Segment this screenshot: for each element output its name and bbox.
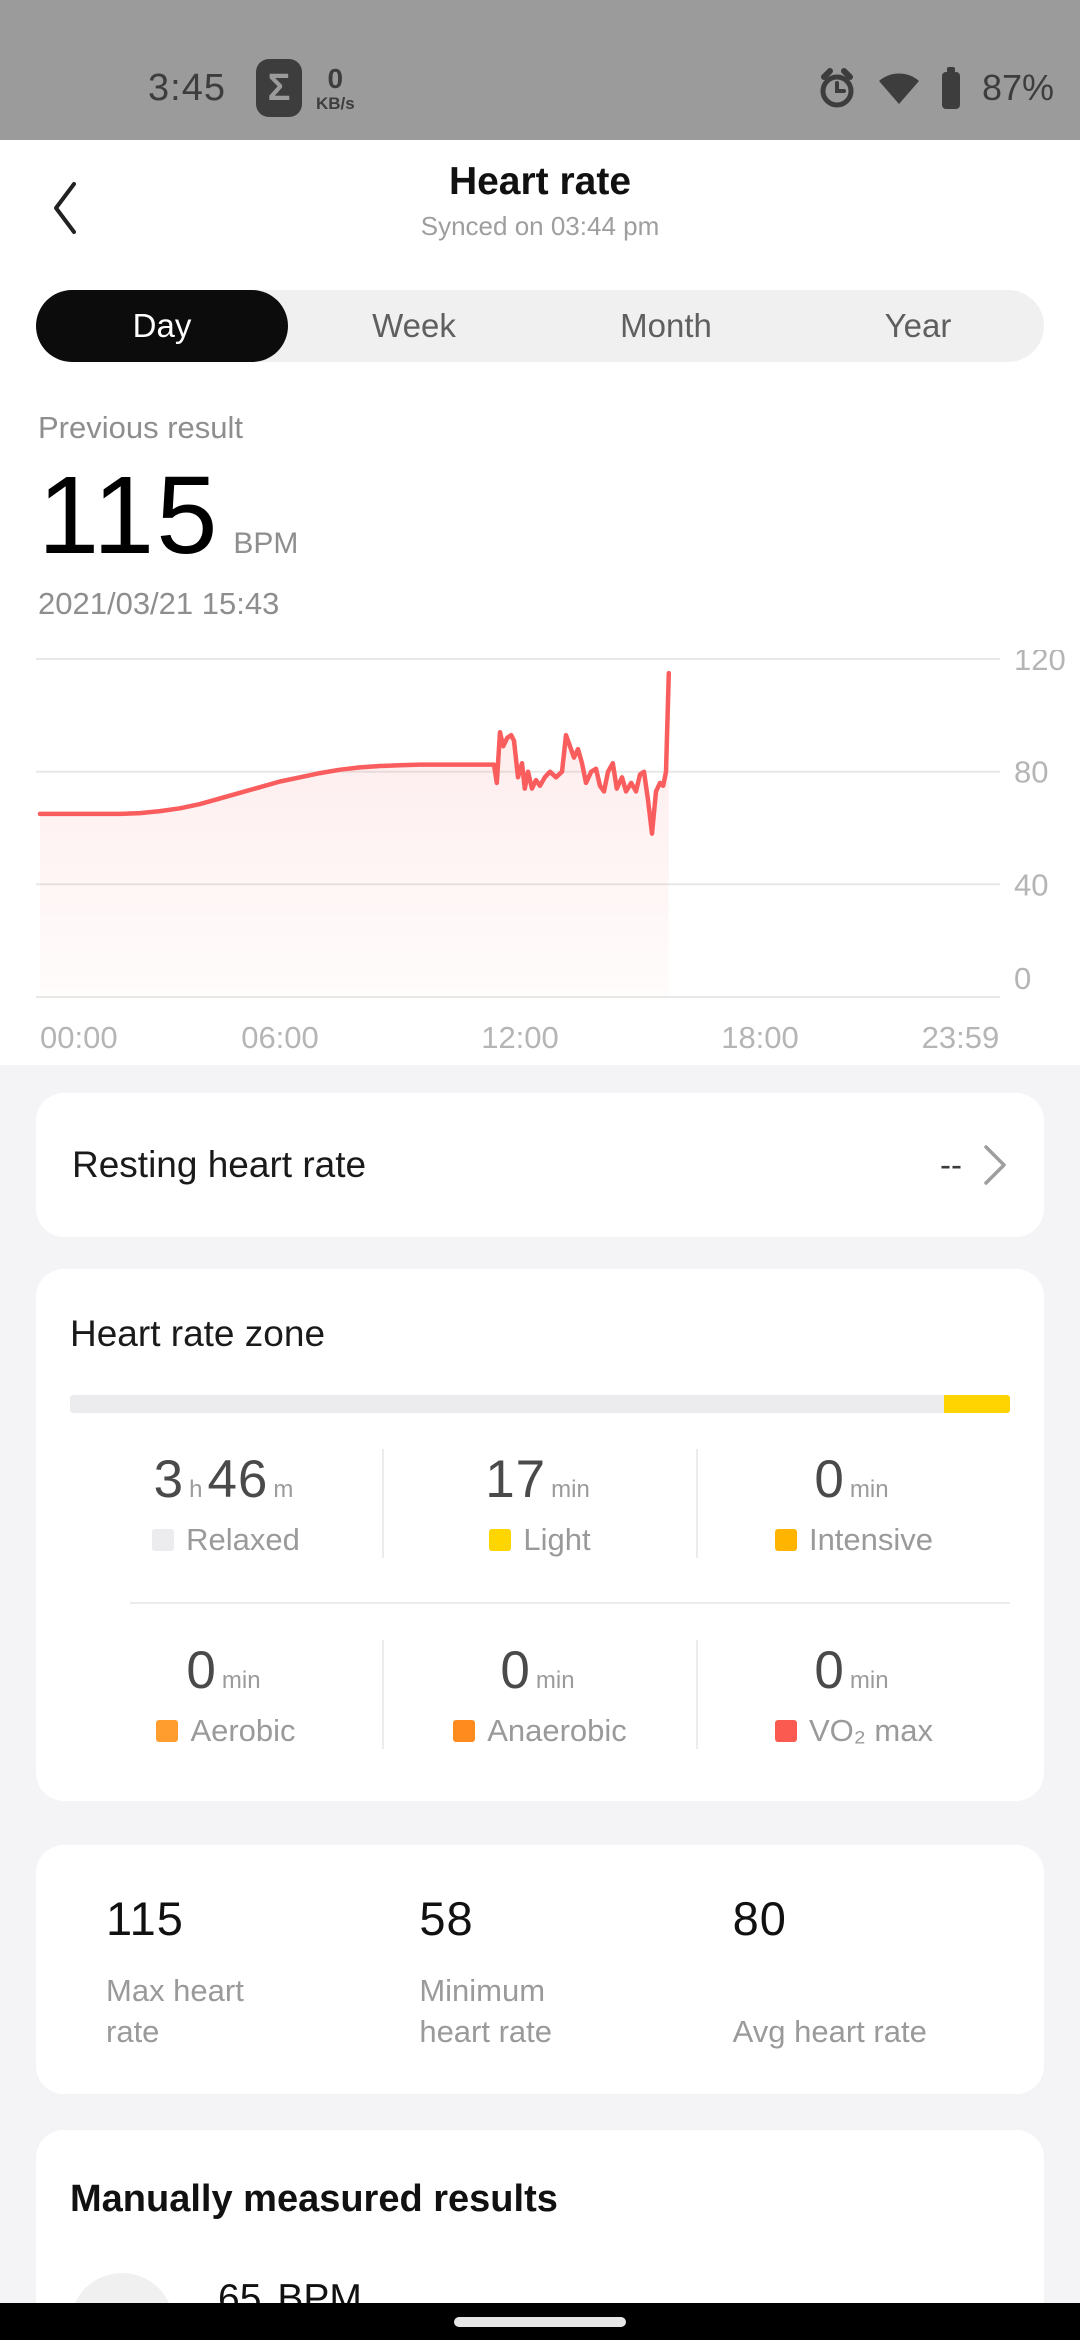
header: Heart rate Synced on 03:44 pm	[0, 140, 1080, 244]
resting-heart-rate-label: Resting heart rate	[72, 1144, 367, 1185]
previous-result-unit: BPM	[233, 527, 299, 560]
manual-results-title: Manually measured results	[70, 2178, 558, 2220]
resting-heart-rate-row[interactable]: Resting heart rate --	[36, 1093, 1044, 1237]
zone-unit: min	[551, 1476, 590, 1503]
svg-text:12:00: 12:00	[481, 1020, 559, 1055]
network-speed-indicator: 0 KB/s	[315, 62, 355, 113]
zone-value-2: 46	[207, 1450, 269, 1509]
zone-row-2: 0 min Aerobic 0 min Anaerobic	[70, 1640, 1010, 1749]
tab-month[interactable]: Month	[620, 307, 712, 344]
svg-text:0: 0	[1014, 961, 1031, 996]
zone-value: 0	[814, 1641, 845, 1700]
svg-text:00:00: 00:00	[40, 1020, 118, 1055]
network-speed-value: 0	[327, 62, 344, 94]
zone-divider	[130, 1602, 1010, 1604]
zone-bar-segment-relaxed	[70, 1395, 945, 1413]
zone-cell-vo2max: 0 min VO₂ max	[698, 1640, 1010, 1749]
summary-card: 115 Max heart rate 58 Minimum heart rate…	[36, 1845, 1044, 2094]
cards-section: Resting heart rate -- Heart rate zone 3 …	[0, 1065, 1080, 2340]
zone-label-intensive: Intensive	[808, 1522, 934, 1557]
zone-cell-light: 17 min Light	[382, 1449, 698, 1558]
avg-heart-rate-label: Avg heart rate	[732, 2014, 927, 2049]
zone-label-vo2max: VO₂ max	[809, 1713, 933, 1748]
chevron-right-icon	[984, 1145, 1006, 1185]
svg-text:06:00: 06:00	[241, 1020, 319, 1055]
summary-min: 58 Minimum heart rate	[383, 1891, 696, 2052]
zone-row-1: 3 h 46 m Relaxed 17 min	[70, 1449, 1010, 1558]
heart-rate-zone-card: Heart rate zone 3 h 46 m Relaxed	[36, 1269, 1044, 1801]
home-indicator[interactable]	[454, 2316, 626, 2327]
zone-unit: min	[221, 1667, 261, 1694]
alarm-icon	[820, 68, 854, 108]
min-heart-rate-label: Minimum heart rate	[419, 1973, 553, 2049]
summary-avg: 80 Avg heart rate	[697, 1891, 1010, 2052]
zone-label-aerobic: Aerobic	[190, 1713, 296, 1748]
tab-day[interactable]: Day	[36, 290, 288, 362]
navigation-bar	[0, 2303, 1080, 2340]
previous-result-label: Previous result	[38, 410, 244, 445]
zone-value: 0	[814, 1450, 845, 1509]
chart-container: 0 40 80 120 00:00 06:00 12:00 18:00 23:59	[0, 642, 1080, 1065]
back-button[interactable]	[46, 178, 86, 238]
zone-label-light: Light	[523, 1522, 591, 1557]
min-heart-rate-value: 58	[419, 1892, 474, 1945]
zone-swatch-light	[489, 1529, 512, 1551]
zone-swatch-anaerobic	[453, 1720, 476, 1742]
zone-cell-anaerobic: 0 min Anaerobic	[382, 1640, 698, 1749]
network-speed-unit: KB/s	[315, 93, 355, 113]
zone-cell-relaxed: 3 h 46 m Relaxed	[70, 1449, 382, 1558]
zone-unit: h	[189, 1476, 203, 1503]
sigma-app-icon: Σ	[255, 59, 302, 117]
previous-result-timestamp: 2021/03/21 15:43	[38, 586, 280, 621]
zone-unit-2: m	[273, 1476, 294, 1503]
avg-heart-rate-value: 80	[732, 1892, 787, 1945]
zone-label-relaxed: Relaxed	[186, 1522, 300, 1557]
page-title: Heart rate	[448, 160, 632, 203]
zone-swatch-aerobic	[156, 1720, 179, 1742]
sync-status: Synced on 03:44 pm	[420, 211, 660, 241]
battery-icon	[941, 67, 960, 109]
zone-cell-intensive: 0 min Intensive	[698, 1449, 1010, 1558]
zone-label-anaerobic: Anaerobic	[487, 1713, 627, 1748]
zone-unit: min	[849, 1667, 889, 1694]
zone-progress-bar	[70, 1395, 1010, 1413]
zone-swatch-relaxed	[152, 1529, 175, 1551]
zone-swatch-vo2max	[775, 1720, 797, 1742]
svg-text:80: 80	[1014, 755, 1048, 790]
zone-swatch-intensive	[774, 1529, 797, 1551]
previous-result-value: 115	[38, 454, 220, 577]
svg-text:40: 40	[1014, 867, 1048, 902]
zone-cell-aerobic: 0 min Aerobic	[70, 1640, 382, 1749]
svg-text:23:59: 23:59	[922, 1020, 1000, 1055]
zone-unit: min	[849, 1476, 889, 1503]
status-bar: 3:45 Σ 0 KB/s 87%	[0, 0, 1080, 140]
zone-value: 17	[485, 1450, 547, 1509]
max-heart-rate-value: 115	[106, 1892, 184, 1945]
wifi-icon	[878, 73, 919, 104]
period-tabs: Day Week Month Year	[36, 290, 1044, 362]
previous-result: Previous result 115 BPM 2021/03/21 15:43	[0, 362, 1080, 624]
zone-value: 0	[500, 1641, 531, 1700]
zone-value: 0	[186, 1641, 217, 1700]
svg-text:120: 120	[1014, 650, 1066, 677]
zone-unit: min	[535, 1667, 575, 1694]
tab-year[interactable]: Year	[884, 307, 952, 344]
heart-rate-zone-title: Heart rate zone	[70, 1313, 326, 1354]
resting-heart-rate-value: --	[940, 1146, 962, 1183]
battery-percent: 87%	[981, 67, 1054, 108]
summary-max: 115 Max heart rate	[70, 1891, 383, 2052]
heart-rate-chart[interactable]: 0 40 80 120 00:00 06:00 12:00 18:00 23:59	[0, 642, 1080, 1060]
zone-bar-segment-light	[944, 1395, 1010, 1413]
zone-value: 3	[153, 1450, 185, 1509]
tab-week[interactable]: Week	[372, 307, 456, 344]
svg-text:18:00: 18:00	[721, 1020, 799, 1055]
max-heart-rate-label: Max heart rate	[106, 1973, 244, 2049]
status-time: 3:45	[148, 66, 226, 109]
